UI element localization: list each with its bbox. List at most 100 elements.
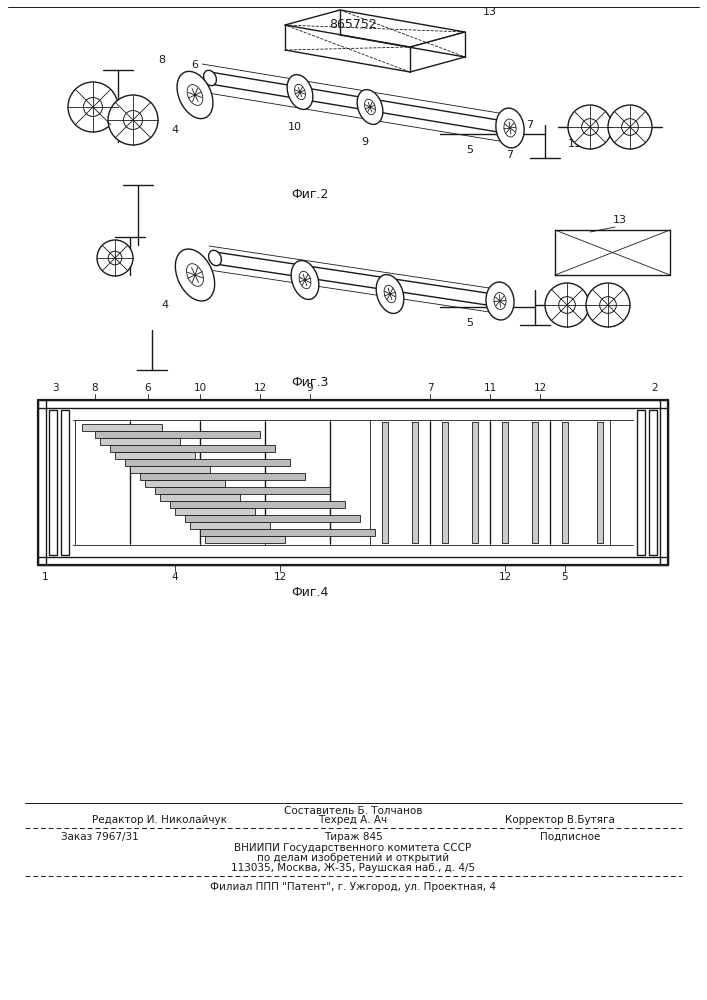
Ellipse shape xyxy=(384,285,396,303)
Text: 12: 12 xyxy=(533,383,547,393)
Text: ВНИИПИ Государственного комитета СССР: ВНИИПИ Государственного комитета СССР xyxy=(235,843,472,853)
Ellipse shape xyxy=(299,271,311,289)
Text: 5: 5 xyxy=(467,318,474,328)
Bar xyxy=(100,438,180,445)
Bar xyxy=(190,522,270,529)
Bar xyxy=(205,536,285,543)
Text: 5: 5 xyxy=(467,145,474,155)
Text: Фиг.4: Фиг.4 xyxy=(291,586,329,599)
Text: 4: 4 xyxy=(171,125,179,135)
Bar xyxy=(472,422,478,543)
Bar xyxy=(145,480,225,487)
Circle shape xyxy=(108,95,158,145)
Text: Филиал ППП "Патент", г. Ужгород, ул. Проектная, 4: Филиал ППП "Патент", г. Ужгород, ул. Про… xyxy=(210,882,496,892)
Bar xyxy=(82,424,162,431)
Bar xyxy=(649,410,657,555)
Text: Техред А. Ач: Техред А. Ач xyxy=(318,815,387,825)
Circle shape xyxy=(559,297,575,313)
Text: 4: 4 xyxy=(161,300,168,310)
Circle shape xyxy=(621,119,638,135)
Ellipse shape xyxy=(187,264,204,286)
Text: 11: 11 xyxy=(568,139,582,149)
Ellipse shape xyxy=(494,293,506,309)
Text: 10: 10 xyxy=(288,122,302,132)
Bar xyxy=(597,422,603,543)
Ellipse shape xyxy=(177,71,213,119)
Bar xyxy=(160,494,240,501)
Ellipse shape xyxy=(493,292,507,310)
Ellipse shape xyxy=(504,119,516,137)
Bar xyxy=(175,508,255,515)
Bar xyxy=(412,422,418,543)
Ellipse shape xyxy=(295,84,305,100)
Text: 10: 10 xyxy=(194,383,206,393)
Bar xyxy=(637,410,645,555)
Bar xyxy=(170,501,345,508)
Bar xyxy=(125,459,290,466)
Text: 7: 7 xyxy=(527,120,534,130)
Ellipse shape xyxy=(209,250,221,266)
Text: 4: 4 xyxy=(172,572,178,582)
Text: 6: 6 xyxy=(192,60,199,70)
Circle shape xyxy=(124,110,143,129)
Bar xyxy=(110,445,275,452)
Bar xyxy=(130,466,210,473)
Text: 865752: 865752 xyxy=(329,18,377,31)
Bar xyxy=(115,452,195,459)
Bar xyxy=(140,473,305,480)
Text: Тираж 845: Тираж 845 xyxy=(324,832,382,842)
Text: 2: 2 xyxy=(652,383,658,393)
Text: 1: 1 xyxy=(42,572,48,582)
Circle shape xyxy=(586,283,630,327)
Bar xyxy=(155,487,330,494)
Text: 12: 12 xyxy=(498,572,512,582)
Text: Составитель Б. Толчанов: Составитель Б. Толчанов xyxy=(284,806,422,816)
Bar xyxy=(532,422,538,543)
Text: 13: 13 xyxy=(613,215,627,225)
Text: Заказ 7967/31: Заказ 7967/31 xyxy=(61,832,139,842)
Ellipse shape xyxy=(175,249,215,301)
Text: Подписное: Подписное xyxy=(540,832,600,842)
Text: 113035, Москва, Ж-35, Раушская наб., д. 4/5: 113035, Москва, Ж-35, Раушская наб., д. … xyxy=(231,863,475,873)
Text: Фиг.3: Фиг.3 xyxy=(291,375,329,388)
Text: Фиг.2: Фиг.2 xyxy=(291,188,329,202)
Bar xyxy=(185,515,360,522)
Circle shape xyxy=(582,119,598,135)
Text: 2: 2 xyxy=(617,300,624,310)
Text: 9: 9 xyxy=(361,137,368,147)
Bar xyxy=(38,400,668,565)
Text: 3: 3 xyxy=(52,383,58,393)
Bar xyxy=(442,422,448,543)
Bar xyxy=(502,422,508,543)
Bar xyxy=(562,422,568,543)
Ellipse shape xyxy=(376,275,404,313)
Bar xyxy=(95,431,260,438)
Text: 8: 8 xyxy=(158,55,165,65)
Circle shape xyxy=(68,82,118,132)
Circle shape xyxy=(83,98,103,116)
Ellipse shape xyxy=(496,108,524,148)
Text: 5: 5 xyxy=(561,572,568,582)
Circle shape xyxy=(97,240,133,276)
Circle shape xyxy=(600,297,617,313)
Ellipse shape xyxy=(365,99,375,115)
Text: 12: 12 xyxy=(253,383,267,393)
Circle shape xyxy=(568,105,612,149)
Text: 7: 7 xyxy=(506,150,513,160)
Text: 8: 8 xyxy=(92,383,98,393)
Text: 13: 13 xyxy=(483,7,497,17)
Text: Корректор В.Бутяга: Корректор В.Бутяга xyxy=(505,815,615,825)
Ellipse shape xyxy=(291,261,319,299)
Bar xyxy=(200,529,375,536)
Text: 9: 9 xyxy=(307,383,313,393)
Text: по делам изобретений и открытий: по делам изобретений и открытий xyxy=(257,853,449,863)
Circle shape xyxy=(608,105,652,149)
Text: 6: 6 xyxy=(145,383,151,393)
Bar xyxy=(61,410,69,555)
Ellipse shape xyxy=(503,119,517,137)
Bar xyxy=(382,422,388,543)
Ellipse shape xyxy=(204,70,216,86)
Ellipse shape xyxy=(287,75,312,109)
Ellipse shape xyxy=(357,90,383,124)
Bar xyxy=(49,410,57,555)
